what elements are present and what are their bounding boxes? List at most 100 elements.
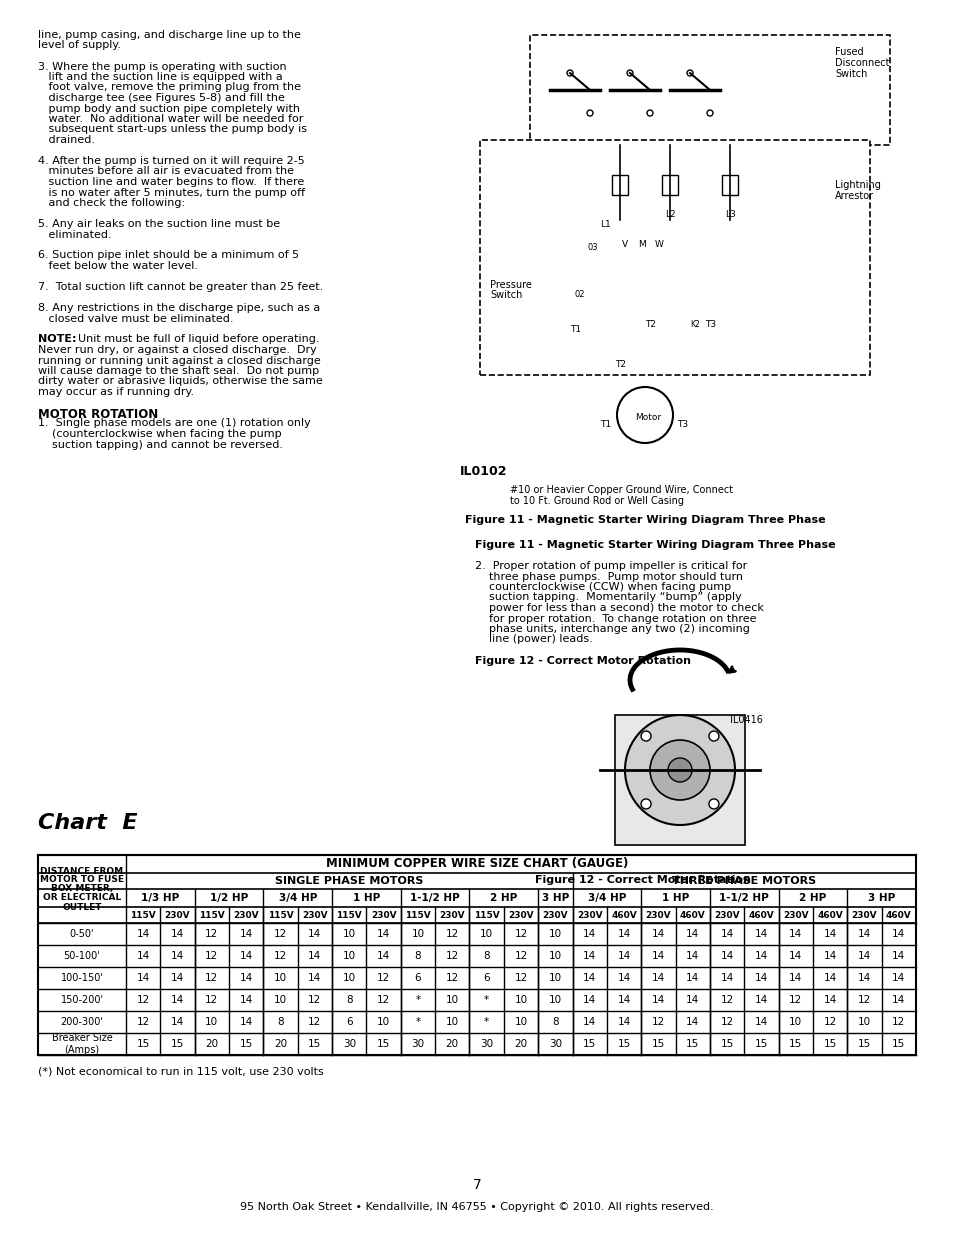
Text: 30: 30 (479, 1039, 493, 1049)
Text: 10: 10 (514, 1016, 527, 1028)
Circle shape (708, 731, 719, 741)
Text: dirty water or abrasive liquids, otherwise the same: dirty water or abrasive liquids, otherwi… (38, 377, 322, 387)
Text: suction line and water begins to flow.  If there: suction line and water begins to flow. I… (38, 177, 304, 186)
Text: 230V: 230V (165, 910, 191, 920)
Text: 230V: 230V (233, 910, 259, 920)
Text: 20: 20 (274, 1039, 287, 1049)
Text: discharge tee (see Figures 5-8) and fill the: discharge tee (see Figures 5-8) and fill… (38, 93, 285, 103)
Text: T1: T1 (599, 420, 611, 429)
Text: 14: 14 (239, 973, 253, 983)
Text: 95 North Oak Street • Kendallville, IN 46755 • Copyright © 2010. All rights rese: 95 North Oak Street • Kendallville, IN 4… (240, 1202, 713, 1212)
Text: 14: 14 (171, 973, 184, 983)
Text: W: W (655, 240, 663, 249)
Text: 15: 15 (857, 1039, 870, 1049)
Text: 3 HP: 3 HP (867, 893, 894, 903)
Text: 14: 14 (582, 951, 596, 961)
Text: 14: 14 (136, 929, 150, 939)
Text: L2: L2 (664, 210, 675, 219)
Circle shape (686, 70, 692, 77)
Text: 15: 15 (651, 1039, 664, 1049)
Text: 6: 6 (483, 973, 490, 983)
Text: 14: 14 (651, 929, 664, 939)
Text: 10: 10 (376, 1016, 390, 1028)
Text: 15: 15 (171, 1039, 184, 1049)
Text: 12: 12 (445, 973, 458, 983)
Text: 50-100': 50-100' (64, 951, 100, 961)
Circle shape (624, 715, 734, 825)
Text: may occur as if running dry.: may occur as if running dry. (38, 387, 193, 396)
Text: 14: 14 (720, 973, 733, 983)
Text: 115V: 115V (336, 910, 362, 920)
Text: 12: 12 (720, 1016, 733, 1028)
Text: Switch: Switch (490, 290, 522, 300)
Text: 14: 14 (136, 951, 150, 961)
Text: 14: 14 (720, 951, 733, 961)
Text: (*) Not economical to run in 115 volt, use 230 volts: (*) Not economical to run in 115 volt, u… (38, 1067, 323, 1077)
Text: 460V: 460V (885, 910, 911, 920)
Text: T2: T2 (615, 359, 625, 369)
Text: T1: T1 (569, 325, 580, 333)
Text: 14: 14 (308, 951, 321, 961)
Text: 15: 15 (376, 1039, 390, 1049)
Text: MOTOR ROTATION: MOTOR ROTATION (38, 408, 158, 421)
Text: 14: 14 (822, 929, 836, 939)
Text: 14: 14 (239, 951, 253, 961)
Text: 14: 14 (822, 951, 836, 961)
Text: 230V: 230V (851, 910, 877, 920)
FancyBboxPatch shape (530, 35, 889, 144)
Text: 03: 03 (587, 243, 598, 252)
Text: 20: 20 (514, 1039, 527, 1049)
Text: 14: 14 (376, 929, 390, 939)
Text: suction tapping.  Momentarily “bump” (apply: suction tapping. Momentarily “bump” (app… (475, 593, 741, 603)
Text: 12: 12 (651, 1016, 664, 1028)
Text: 10: 10 (548, 951, 561, 961)
Text: 12: 12 (205, 995, 218, 1005)
Text: 10: 10 (548, 995, 561, 1005)
Text: OUTLET: OUTLET (62, 903, 102, 911)
Text: 10: 10 (788, 1016, 801, 1028)
Text: THREE PHASE MOTORS: THREE PHASE MOTORS (672, 876, 816, 885)
Text: is no water after 5 minutes, turn the pump off: is no water after 5 minutes, turn the pu… (38, 188, 305, 198)
Text: 12: 12 (376, 995, 390, 1005)
Text: 14: 14 (891, 973, 904, 983)
Text: 20: 20 (445, 1039, 458, 1049)
Text: 5. Any air leaks on the suction line must be: 5. Any air leaks on the suction line mus… (38, 219, 280, 228)
Text: 12: 12 (136, 995, 150, 1005)
Text: 12: 12 (308, 1016, 321, 1028)
Text: to 10 Ft. Ground Rod or Well Casing: to 10 Ft. Ground Rod or Well Casing (510, 496, 683, 506)
Text: 10: 10 (342, 973, 355, 983)
Text: IL0102: IL0102 (459, 466, 507, 478)
Text: T3: T3 (677, 420, 687, 429)
Text: 230V: 230V (371, 910, 396, 920)
Text: 14: 14 (617, 995, 630, 1005)
Text: 200-300': 200-300' (60, 1016, 103, 1028)
Text: 15: 15 (308, 1039, 321, 1049)
Text: 14: 14 (788, 951, 801, 961)
Text: Pressure: Pressure (490, 280, 532, 290)
Text: T3: T3 (704, 320, 716, 329)
Text: 12: 12 (822, 1016, 836, 1028)
Circle shape (646, 110, 652, 116)
Text: 8. Any restrictions in the discharge pipe, such as a: 8. Any restrictions in the discharge pip… (38, 303, 320, 312)
Text: 12: 12 (205, 951, 218, 961)
Text: 15: 15 (239, 1039, 253, 1049)
Text: 14: 14 (582, 995, 596, 1005)
Text: 4. After the pump is turned on it will require 2-5: 4. After the pump is turned on it will r… (38, 156, 304, 165)
Text: 14: 14 (617, 973, 630, 983)
Text: 230V: 230V (439, 910, 465, 920)
Text: 6: 6 (346, 1016, 353, 1028)
Text: 14: 14 (617, 1016, 630, 1028)
Text: line (power) leads.: line (power) leads. (475, 635, 592, 645)
Text: 14: 14 (822, 973, 836, 983)
Text: 230V: 230V (714, 910, 740, 920)
Text: counterclockwise (CCW) when facing pump: counterclockwise (CCW) when facing pump (475, 582, 730, 592)
Text: lift and the suction line is equipped with a: lift and the suction line is equipped wi… (38, 72, 282, 82)
Text: 15: 15 (136, 1039, 150, 1049)
Text: 230V: 230V (645, 910, 671, 920)
Text: 14: 14 (685, 973, 699, 983)
Text: Unit must be full of liquid before operating.: Unit must be full of liquid before opera… (71, 335, 319, 345)
Text: 15: 15 (582, 1039, 596, 1049)
Text: 10: 10 (445, 1016, 458, 1028)
Text: 14: 14 (171, 929, 184, 939)
Text: 12: 12 (376, 973, 390, 983)
